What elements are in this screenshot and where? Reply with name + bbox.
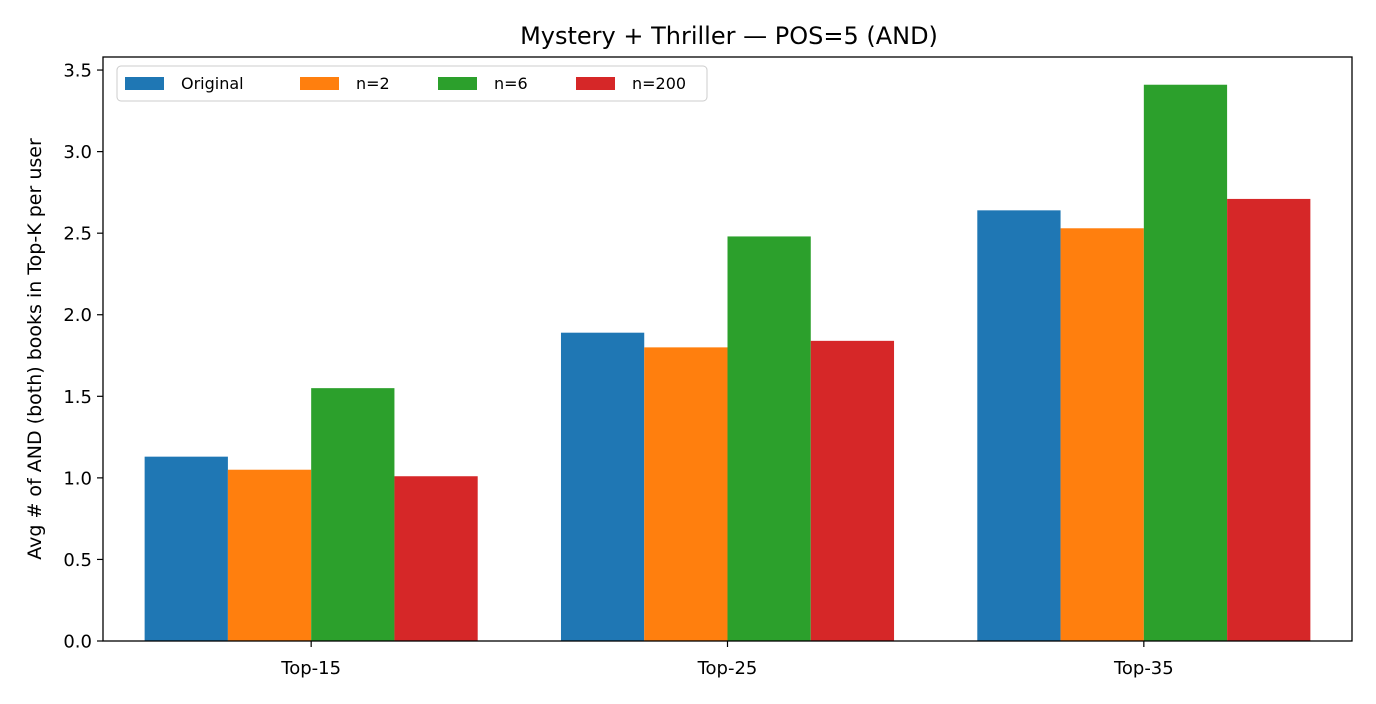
legend-label: Original <box>181 74 244 93</box>
chart-title: Mystery + Thriller — POS=5 (AND) <box>520 22 938 50</box>
legend-label: n=200 <box>632 74 686 93</box>
y-tick-label: 1.5 <box>63 387 92 408</box>
legend-swatch <box>576 77 615 90</box>
y-tick-label: 2.5 <box>63 224 92 245</box>
legend-label: n=6 <box>494 74 528 93</box>
bar-n-200-top-25 <box>810 340 895 641</box>
bar-original-top-35 <box>977 210 1061 641</box>
legend: Original n=2 n=6 n=200 <box>116 65 708 102</box>
y-tick-label: 1.0 <box>63 468 92 489</box>
bar-n-6-top-15 <box>311 388 395 641</box>
bar-n-2-top-25 <box>644 347 728 641</box>
bars-group <box>144 84 1311 642</box>
legend-swatch <box>438 77 477 90</box>
x-tick-label: Top-25 <box>697 658 758 679</box>
legend-label: n=2 <box>356 74 390 93</box>
legend-frame <box>116 65 708 102</box>
x-tick-label: Top-35 <box>1113 658 1174 679</box>
y-tick-label: 3.5 <box>63 61 92 82</box>
bar-n-2-top-15 <box>227 469 312 641</box>
legend-swatch <box>125 77 164 90</box>
y-axis-label: Avg # of AND (both) books in Top-K per u… <box>24 138 46 560</box>
bar-n-200-top-15 <box>394 476 478 641</box>
x-axis: Top-15 Top-25 Top-35 <box>280 641 1174 679</box>
bar-original-top-15 <box>144 456 228 641</box>
y-tick-label: 3.0 <box>63 142 92 163</box>
plot-frame <box>102 56 1353 642</box>
y-axis: 0.0 0.5 1.0 1.5 2.0 2.5 3.0 3.5 <box>63 61 103 653</box>
bar-n-200-top-35 <box>1227 198 1311 642</box>
y-tick-label: 0.0 <box>63 632 92 653</box>
bar-original-top-25 <box>560 332 645 641</box>
bar-n-2-top-35 <box>1060 228 1144 641</box>
bar-n-6-top-35 <box>1143 84 1228 642</box>
legend-swatch <box>300 77 339 90</box>
x-tick-label: Top-15 <box>280 658 341 679</box>
y-tick-label: 0.5 <box>63 550 92 571</box>
y-tick-label: 2.0 <box>63 305 92 326</box>
bar-n-6-top-25 <box>727 236 811 641</box>
